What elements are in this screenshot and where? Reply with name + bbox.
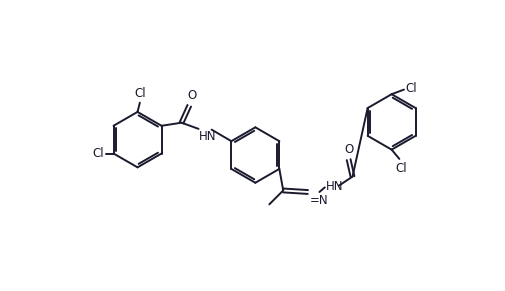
Text: =N: =N bbox=[310, 194, 328, 207]
Text: Cl: Cl bbox=[135, 87, 146, 100]
Text: O: O bbox=[345, 143, 354, 156]
Text: O: O bbox=[187, 89, 196, 102]
Text: HN: HN bbox=[199, 129, 217, 143]
Text: Cl: Cl bbox=[406, 82, 417, 95]
Text: Cl: Cl bbox=[395, 162, 407, 175]
Text: Cl: Cl bbox=[92, 147, 105, 160]
Text: HN: HN bbox=[326, 180, 343, 193]
